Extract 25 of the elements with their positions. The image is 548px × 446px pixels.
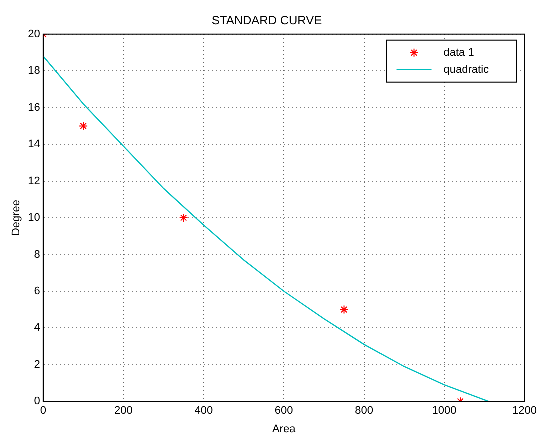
point [340,305,349,314]
x-tick-label: 200 [114,405,133,418]
y-tick-label: 6 [34,285,40,298]
y-tick-label: 4 [34,322,40,334]
x-tick-label: 400 [194,405,214,418]
y-tick-label: 18 [28,65,40,78]
point [179,214,188,222]
y-tick-label: 14 [28,138,40,151]
legend-label: data 1 [444,46,474,59]
x-tick-label: 800 [355,405,374,418]
y-axis-title: Degree [10,200,23,236]
chart-title: STANDARD CURVE [212,14,322,28]
y-tick-label: 20 [28,28,40,40]
y-tick-label: 16 [28,102,40,114]
y-tick-label: 10 [28,212,40,224]
legend-label: quadratic [444,64,490,76]
x-tick-label: 600 [274,405,294,418]
y-tick-label: 2 [34,358,40,371]
x-tick-label: 1000 [432,405,457,418]
y-tick-label: 8 [34,248,40,261]
point [79,122,88,131]
y-tick-label: 0 [34,396,40,408]
x-tick-label: 1200 [512,405,538,418]
x-axis-title: Area [272,423,297,436]
y-tick-label: 12 [28,175,40,188]
